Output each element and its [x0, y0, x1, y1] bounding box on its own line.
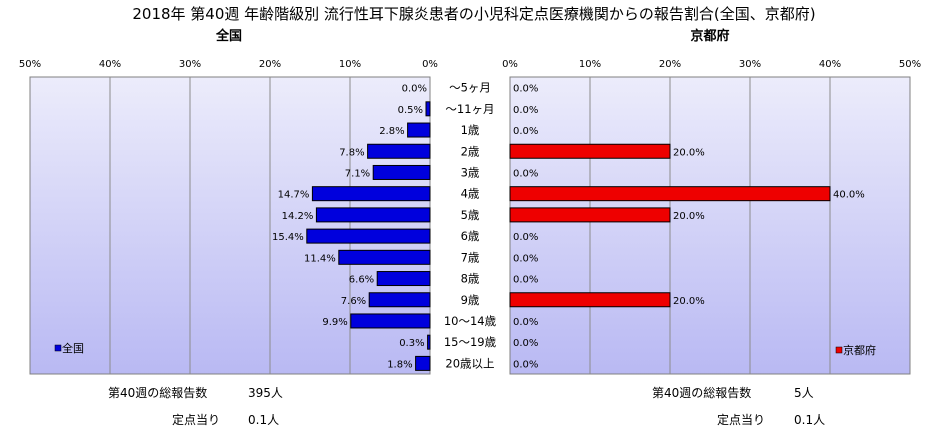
category-label: ～5ヶ月 [449, 81, 491, 95]
kyoto-x-tick-label: 10% [579, 59, 601, 70]
national-bar [415, 355, 431, 371]
category-label: 20歳以上 [445, 356, 494, 370]
national-bar [311, 186, 431, 202]
national-bar [427, 334, 431, 350]
national-bar [350, 313, 431, 329]
national-data-label: 14.2% [282, 211, 314, 222]
national-data-label: 7.8% [339, 147, 364, 158]
national-data-label: 0.5% [398, 105, 423, 116]
national-data-label: 9.9% [322, 317, 347, 328]
national-bar [338, 249, 431, 265]
national-bar [315, 207, 431, 223]
national-data-label: 0.3% [399, 338, 424, 349]
national-x-tick-label: 10% [339, 59, 361, 70]
kyoto-legend-swatch [835, 346, 843, 354]
kyoto-data-label: 0.0% [513, 359, 538, 370]
national-legend-label: 全国 [62, 341, 84, 355]
national-total-value: 395人 [248, 386, 283, 400]
kyoto-data-label: 0.0% [513, 232, 538, 243]
national-per-site-value: 0.1人 [248, 413, 279, 427]
national-data-label: 7.6% [341, 296, 366, 307]
national-x-tick-label: 0% [422, 59, 438, 70]
national-data-label: 14.7% [278, 190, 310, 201]
kyoto-per-site-value: 0.1人 [794, 413, 825, 427]
kyoto-bar [509, 207, 671, 223]
national-total-label: 第40週の総報告数 [108, 385, 207, 400]
category-label: 10～14歳 [444, 314, 497, 328]
national-x-tick-label: 30% [179, 59, 201, 70]
bars [306, 101, 831, 371]
kyoto-legend: 京都府 [835, 343, 876, 357]
kyoto-data-label: 0.0% [513, 338, 538, 349]
kyoto-data-label: 20.0% [673, 147, 705, 158]
chart-title: 2018年 第40週 年齢階級別 流行性耳下腺炎患者の小児科定点医療機関からの報… [132, 5, 815, 23]
national-x-tick-label: 20% [259, 59, 281, 70]
kyoto-data-label: 0.0% [513, 126, 538, 137]
national-bar [306, 228, 431, 244]
national-per-site-label: 定点当り [172, 412, 220, 427]
national-plot-area [29, 76, 431, 375]
kyoto-per-site-label: 定点当り [717, 412, 765, 427]
category-label: 7歳 [461, 250, 480, 264]
national-bar [407, 122, 431, 138]
kyoto-x-tick-label: 50% [899, 59, 921, 70]
kyoto-data-label: 0.0% [513, 253, 538, 264]
national-panel-title: 全国 [215, 28, 242, 44]
category-label: 2歳 [461, 144, 480, 158]
national-legend: 全国 [54, 341, 84, 355]
category-label: 1歳 [461, 123, 480, 137]
kyoto-x-tick-label: 0% [502, 59, 518, 70]
kyoto-data-label: 0.0% [513, 168, 538, 179]
national-data-label: 7.1% [345, 168, 370, 179]
national-data-label: 15.4% [272, 232, 304, 243]
kyoto-plot-area [509, 76, 911, 375]
kyoto-data-label: 20.0% [673, 296, 705, 307]
category-labels: ～5ヶ月 ～11ヶ月 1歳 2歳 3歳 4歳 5歳 6歳 7歳 8歳 9歳 10～14歳 15～19歳 2… [444, 81, 497, 371]
kyoto-x-tick-label: 30% [739, 59, 761, 70]
kyoto-bar [509, 143, 671, 159]
kyoto-data-label: 20.0% [673, 211, 705, 222]
category-label: 15～19歳 [444, 335, 497, 349]
category-label: 9歳 [461, 293, 480, 307]
national-bar [372, 164, 431, 180]
kyoto-data-label: 0.0% [513, 317, 538, 328]
kyoto-legend-label: 京都府 [843, 343, 876, 357]
national-data-label: 1.8% [387, 359, 412, 370]
national-legend-swatch [54, 344, 62, 352]
kyoto-bar [509, 186, 831, 202]
national-bar [367, 143, 431, 159]
national-data-label: 11.4% [304, 253, 336, 264]
category-label: 3歳 [461, 165, 480, 179]
kyoto-data-label: 0.0% [513, 84, 538, 95]
national-summary: 第40週の総報告数 395人 定点当り 0.1人 [108, 385, 283, 427]
kyoto-x-tick-label: 40% [819, 59, 841, 70]
data-labels: 0.0% 0.0% 0.5% 0.0% 2.8% 0.0% 7.8% 20.0% 7.1% 0.0… [272, 84, 865, 371]
axis-tick-labels: 50% 40% 30% 20% 10% 0% 0% 10% 20% 30% 40% 50% [19, 59, 921, 70]
national-data-label: 6.6% [349, 275, 374, 286]
national-bar [368, 292, 431, 308]
national-data-label: 0.0% [402, 84, 427, 95]
category-label: 6歳 [461, 229, 480, 243]
kyoto-summary: 第40週の総報告数 5人 定点当り 0.1人 [652, 385, 825, 427]
kyoto-data-label: 40.0% [833, 190, 865, 201]
kyoto-data-label: 0.0% [513, 275, 538, 286]
category-label: 5歳 [461, 208, 480, 222]
national-bar [425, 101, 431, 117]
category-label: 8歳 [461, 272, 480, 286]
category-label: ～11ヶ月 [445, 102, 494, 116]
grid-lines [109, 77, 831, 374]
kyoto-bar [509, 292, 671, 308]
kyoto-data-label: 0.0% [513, 105, 538, 116]
kyoto-x-tick-label: 20% [659, 59, 681, 70]
kyoto-total-label: 第40週の総報告数 [652, 385, 751, 400]
category-label: 4歳 [461, 187, 480, 201]
kyoto-panel-title: 京都府 [690, 28, 729, 44]
national-bar [376, 271, 431, 287]
national-data-label: 2.8% [379, 126, 404, 137]
national-x-tick-label: 50% [19, 59, 41, 70]
kyoto-total-value: 5人 [794, 386, 814, 400]
national-x-tick-label: 40% [99, 59, 121, 70]
